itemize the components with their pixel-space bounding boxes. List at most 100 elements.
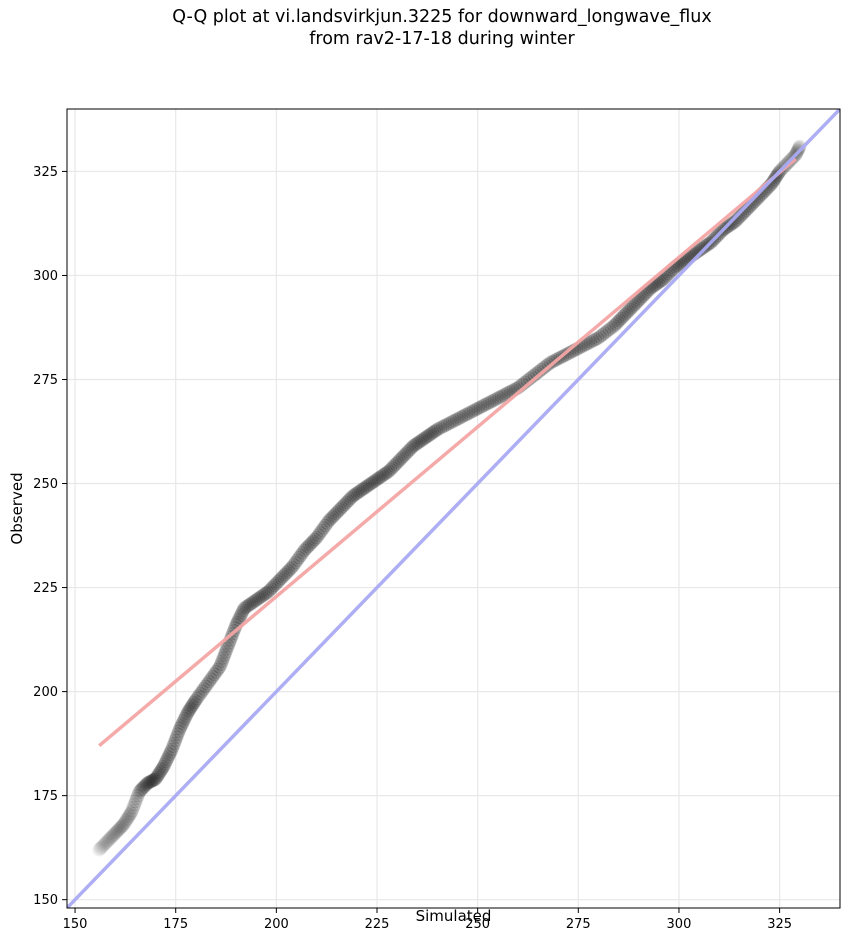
data-point [621, 304, 636, 319]
x-tick-label: 175 [163, 917, 188, 932]
data-point [480, 396, 495, 411]
data-point [207, 667, 222, 682]
data-point [438, 418, 453, 433]
data-point [306, 534, 321, 549]
data-point [415, 432, 430, 447]
fit-line [98, 157, 797, 748]
data-point [106, 828, 120, 842]
data-point [371, 471, 386, 486]
data-point [189, 691, 204, 706]
data-point [155, 761, 170, 776]
data-point [256, 587, 271, 602]
data-point [624, 300, 639, 315]
data-point [242, 597, 257, 612]
data-point [159, 754, 174, 769]
data-point [185, 697, 200, 712]
x-tick-label: 275 [566, 917, 591, 932]
data-point [314, 523, 329, 538]
data-point [592, 329, 607, 344]
data-point [216, 651, 231, 666]
data-point [726, 215, 741, 230]
data-point [290, 553, 305, 568]
data-point [191, 689, 206, 704]
data-point [390, 455, 405, 470]
data-point [583, 334, 598, 349]
data-point [357, 481, 372, 496]
data-point [188, 693, 203, 708]
data-point [97, 838, 111, 852]
data-point [177, 711, 192, 726]
data-point [178, 709, 193, 724]
data-point [139, 777, 154, 792]
data-point [210, 662, 225, 677]
data-point [307, 532, 322, 547]
x-tick-label: 250 [465, 917, 490, 932]
data-point [286, 557, 301, 572]
data-point [237, 601, 252, 616]
data-point [385, 460, 400, 475]
data-point [468, 402, 483, 417]
data-point [442, 415, 457, 430]
data-point [142, 775, 157, 790]
data-point [198, 679, 213, 694]
data-point [461, 406, 476, 421]
data-point [792, 140, 807, 155]
data-point [262, 583, 277, 598]
data-point [619, 306, 634, 321]
data-point [445, 414, 460, 429]
data-point [418, 430, 433, 445]
data-point [300, 539, 315, 554]
data-point [374, 469, 389, 484]
data-point [277, 567, 292, 582]
data-point [109, 824, 124, 839]
data-point [171, 724, 186, 739]
data-point [376, 467, 391, 482]
data-point [195, 684, 210, 699]
y-tick-label: 300 [33, 269, 58, 284]
data-point [258, 586, 273, 601]
data-point [399, 446, 414, 461]
data-point [459, 407, 474, 422]
data-point [695, 241, 710, 256]
data-point [337, 497, 352, 512]
data-point [137, 778, 152, 793]
data-point [187, 695, 202, 710]
data-point [422, 428, 437, 443]
data-point [260, 585, 275, 600]
data-point [293, 548, 308, 563]
data-point [327, 508, 342, 523]
data-point [369, 472, 384, 487]
data-point [431, 422, 446, 437]
data-point [263, 582, 278, 597]
data-point [379, 465, 394, 480]
data-point [344, 490, 359, 505]
data-point [304, 536, 319, 551]
data-point [288, 555, 303, 570]
data-point [360, 478, 375, 493]
data-point [318, 518, 333, 533]
data-point [147, 772, 162, 787]
data-point [121, 809, 136, 824]
data-point [351, 484, 366, 499]
data-point [395, 449, 410, 464]
data-point [463, 405, 478, 420]
data-point [478, 397, 493, 412]
x-tick-label: 200 [264, 917, 289, 932]
data-point [471, 401, 486, 416]
y-tick-label: 325 [33, 165, 58, 180]
data-point [406, 438, 421, 453]
data-point [330, 504, 345, 519]
data-point [218, 644, 233, 659]
data-point [629, 295, 644, 310]
data-point [146, 773, 161, 788]
data-point [112, 822, 127, 837]
data-point [182, 702, 197, 717]
data-point [404, 440, 419, 455]
data-point [388, 457, 403, 472]
data-point [103, 832, 117, 846]
data-point [612, 313, 627, 328]
data-point [299, 541, 314, 556]
data-point [98, 837, 112, 851]
data-point [365, 475, 380, 490]
reference-lines [67, 109, 840, 908]
